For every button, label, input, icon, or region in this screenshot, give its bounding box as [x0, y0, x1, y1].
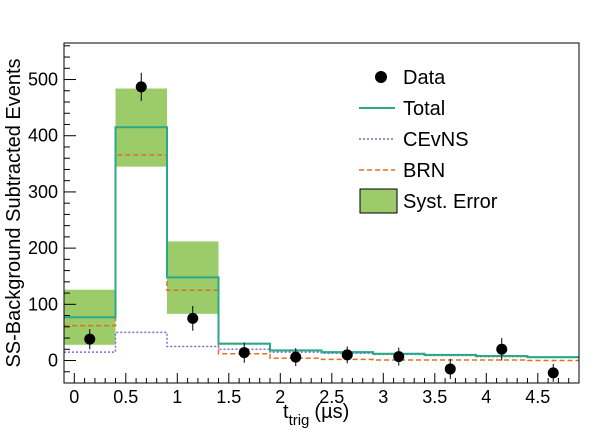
y-tick-label: 200: [28, 238, 58, 258]
y-tick-label: 400: [28, 126, 58, 146]
x-tick-label: 2.5: [319, 387, 344, 407]
x-tick-label: 2: [275, 387, 285, 407]
data-point: [444, 363, 456, 375]
legend-data-marker: [375, 71, 387, 83]
x-tick-label: 4: [481, 387, 491, 407]
series-brn-line: [64, 154, 579, 362]
data-point: [393, 351, 405, 363]
legend-syst-error-box: [359, 188, 398, 214]
series-total-line: [64, 126, 579, 359]
y-axis-title: SS-Background Subtracted Events: [3, 58, 25, 367]
x-axis-title: ttrig (µs): [283, 401, 349, 429]
legend: Data Total CEvNS BRN Syst. Error: [359, 67, 498, 214]
legend-label: Data: [403, 67, 446, 89]
x-axis-title-main: t: [283, 401, 289, 423]
x-tick-label: 3: [378, 387, 388, 407]
data-point: [341, 349, 353, 361]
y-tick-label: 0: [48, 351, 58, 371]
x-axis-title-sub: trig: [289, 412, 310, 429]
x-axis-title-unit: (µs): [314, 401, 349, 423]
y-ticks: 0 100 200 300 400 500: [28, 45, 76, 384]
data-points-layer: [84, 72, 559, 382]
data-point: [547, 367, 559, 379]
y-tick-label: 500: [28, 70, 58, 90]
x-tick-label: 1.5: [216, 387, 241, 407]
data-point: [290, 351, 302, 363]
legend-label: Total: [403, 98, 445, 120]
data-point: [238, 347, 250, 359]
data-point: [84, 333, 96, 345]
x-tick-label: 0: [69, 387, 79, 407]
data-point: [496, 343, 508, 355]
y-tick-label: 300: [28, 182, 58, 202]
x-tick-label: 0.5: [113, 387, 138, 407]
y-tick-label: 100: [28, 294, 58, 314]
x-tick-label: 1: [172, 387, 182, 407]
x-ticks: 0 0.5 1 1.5 2 2.5 3 3.5 4 4.5: [63, 373, 570, 407]
x-tick-label: 4.5: [525, 387, 550, 407]
legend-label: Syst. Error: [403, 191, 498, 213]
series-layer: [64, 126, 579, 362]
legend-label: CEvNS: [403, 129, 469, 151]
data-point: [135, 81, 147, 93]
legend-label: BRN: [403, 160, 445, 182]
x-tick-label: 3.5: [422, 387, 447, 407]
data-point: [187, 312, 199, 324]
